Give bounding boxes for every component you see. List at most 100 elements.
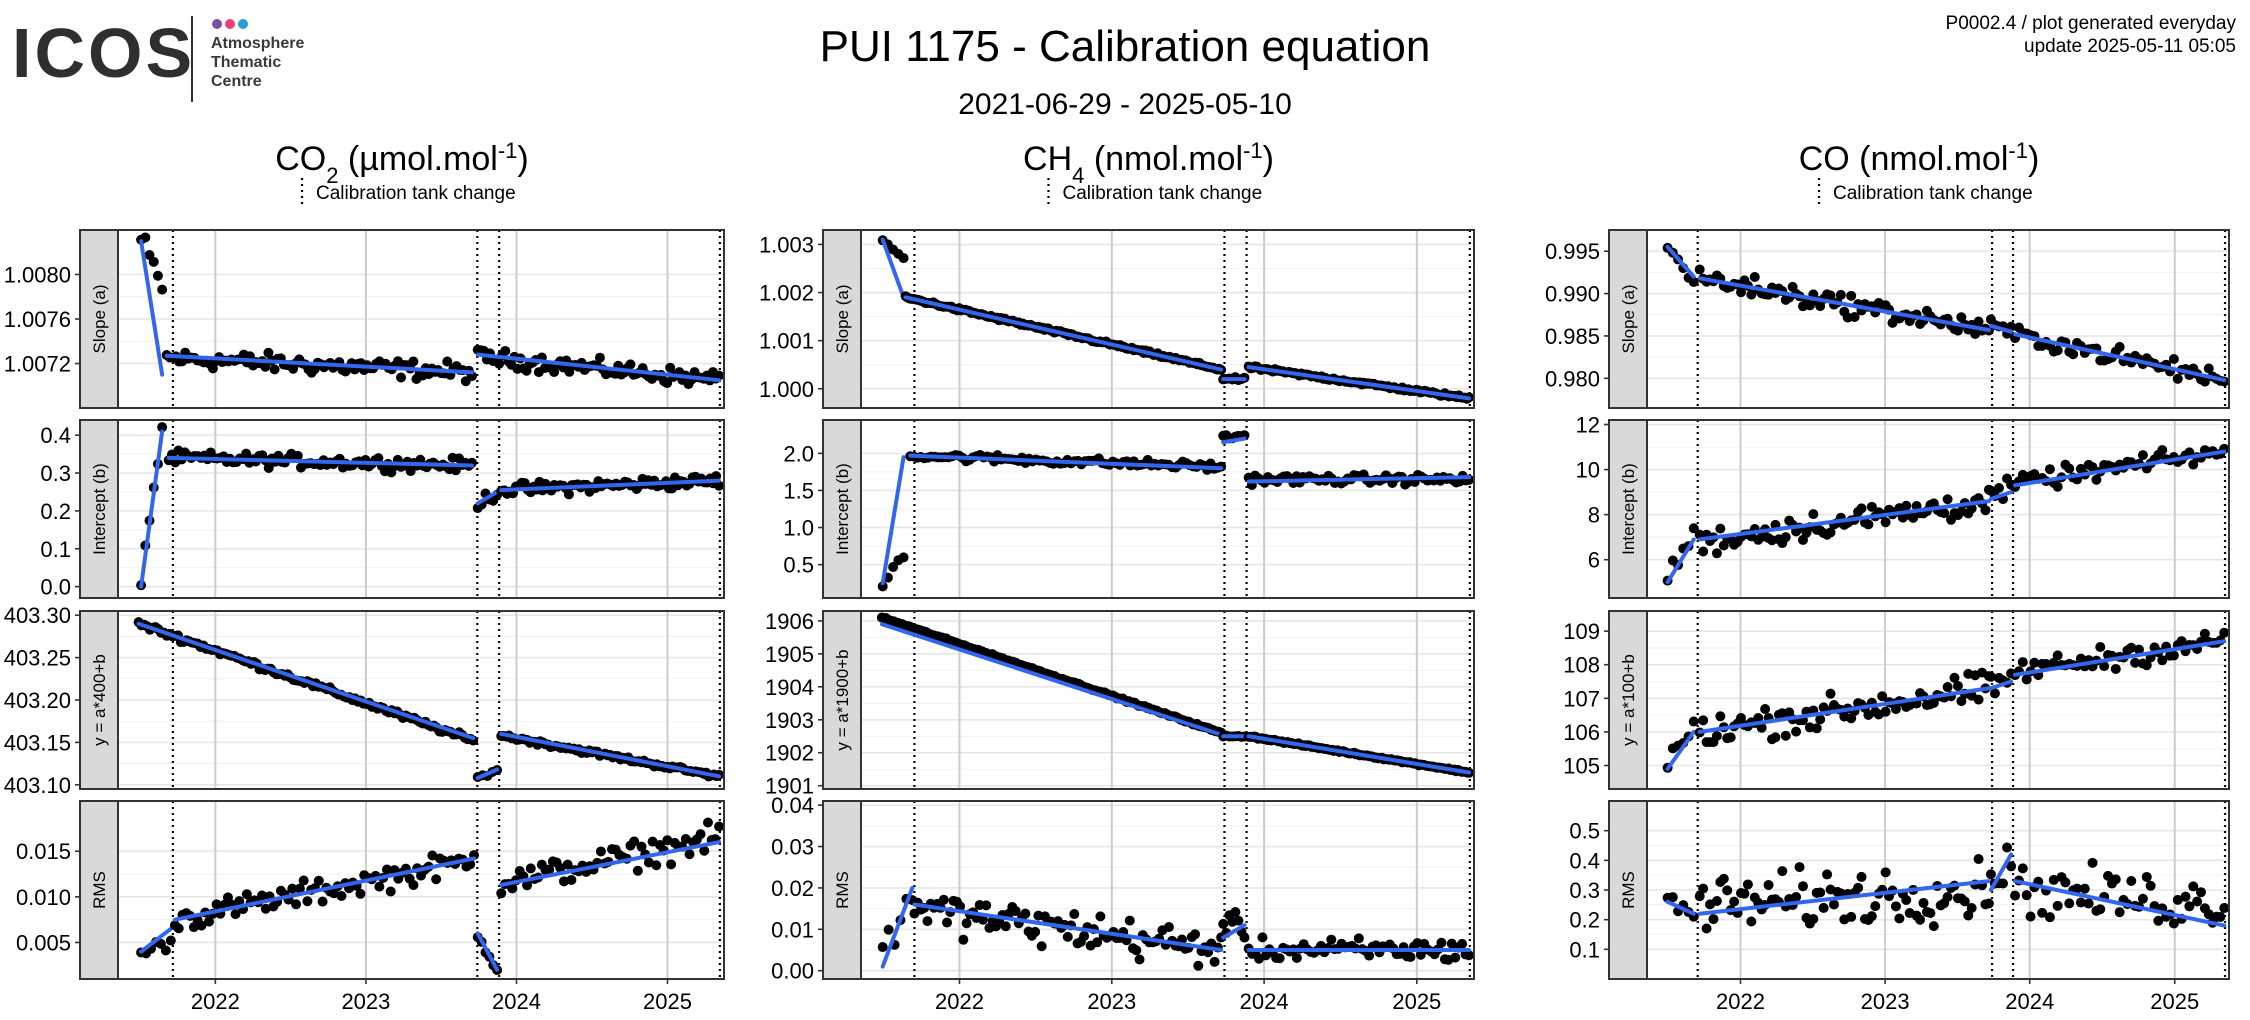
fit-line: [139, 429, 165, 589]
data-point: [1698, 883, 1709, 894]
data-point: [1966, 503, 1977, 514]
data-point: [2176, 636, 2187, 647]
data-point: [549, 366, 560, 377]
y-tick-label: 0.0: [40, 575, 71, 600]
data-point: [1777, 866, 1788, 877]
data-point: [2110, 874, 2121, 885]
data-point: [2068, 349, 2079, 360]
panel-background: [861, 230, 1474, 408]
data-point: [2203, 363, 2214, 374]
data-point: [1928, 921, 1939, 932]
data-point: [2064, 898, 2075, 909]
fit-line: [1988, 490, 2014, 501]
data-point: [204, 916, 215, 927]
y-tick-label: 0.1: [1569, 937, 1600, 962]
data-point: [2064, 463, 2075, 474]
data-point: [877, 581, 888, 592]
data-point: [494, 358, 505, 369]
data-point: [1866, 501, 1877, 512]
data-point: [2052, 481, 2063, 492]
x-tick-label: 2025: [1392, 989, 1441, 1014]
fit-line: [1988, 323, 2014, 334]
data-point: [507, 883, 518, 894]
y-tick-label: 0.4: [40, 423, 71, 448]
strip-label: Intercept (b): [90, 463, 109, 555]
data-point: [257, 890, 268, 901]
data-point: [898, 253, 909, 264]
data-point: [2044, 464, 2055, 475]
data-point: [1131, 945, 1142, 956]
data-point: [1973, 854, 1984, 865]
data-point: [385, 886, 396, 897]
y-tick-label: 403.30: [4, 603, 71, 628]
data-point: [1326, 934, 1337, 945]
data-point: [2180, 891, 2191, 902]
data-point: [1966, 903, 1977, 914]
data-point: [152, 270, 163, 281]
panel-1-0: Slope (a) 1.000 1.001 1.002 1.003: [759, 229, 1475, 409]
fit-line: [880, 237, 906, 300]
data-point: [1825, 527, 1836, 538]
data-point: [2002, 842, 2013, 853]
fit-line: [1988, 852, 2014, 892]
data-point: [396, 372, 407, 383]
data-point: [1808, 913, 1819, 924]
data-point: [260, 361, 271, 372]
data-point: [632, 865, 643, 876]
data-point: [2168, 650, 2179, 661]
panel-1-1: Intercept (b) 0.5 1.0 1.5 2.0: [783, 419, 1475, 599]
data-point: [165, 935, 176, 946]
update-timestamp: update 2025-05-11 05:05: [2024, 36, 2236, 57]
data-point: [2091, 474, 2102, 485]
data-point: [2137, 450, 2148, 461]
y-tick-label: 1902: [765, 741, 814, 766]
data-point: [2095, 642, 2106, 653]
data-point: [1985, 869, 1996, 880]
data-point: [2095, 904, 2106, 915]
data-point: [961, 918, 972, 929]
data-point: [1797, 881, 1808, 892]
y-tick-label: 1.0076: [4, 307, 71, 332]
data-point: [2168, 354, 2179, 365]
data-point: [1274, 953, 1285, 964]
data-point: [2114, 341, 2125, 352]
data-point: [1062, 931, 1073, 942]
data-point: [2110, 663, 2121, 674]
data-point: [922, 916, 933, 927]
fit-line: [139, 239, 165, 377]
y-tick-label: 1905: [765, 642, 814, 667]
logo-divider: [191, 16, 193, 102]
data-point: [1694, 264, 1705, 275]
logo-subtitle: Atmosphere Thematic Centre: [211, 35, 305, 90]
data-point: [1698, 546, 1709, 557]
logo-dot: [225, 19, 235, 29]
column-title-co2: CO2 (µmol.mol-1): [275, 138, 529, 188]
y-tick-label: 403.10: [4, 773, 71, 798]
data-point: [1233, 915, 1244, 926]
data-point: [2021, 674, 2032, 685]
data-point: [1742, 879, 1753, 890]
data-point: [241, 448, 252, 459]
fit-line: [475, 352, 722, 383]
strip-label: y = a*400+b: [90, 654, 109, 746]
data-point: [1880, 517, 1891, 528]
data-point: [2099, 661, 2110, 672]
data-point: [1190, 929, 1201, 940]
data-point: [1822, 869, 1833, 880]
fit-line: [912, 902, 1224, 953]
column-title-co: CO (nmol.mol-1): [1799, 138, 2040, 179]
y-tick-label: 1.5: [783, 478, 814, 503]
data-point: [140, 232, 151, 243]
panel-background: [118, 801, 724, 979]
data-point: [2157, 655, 2168, 666]
data-point: [1715, 711, 1726, 722]
data-point: [1725, 732, 1736, 743]
data-point: [1230, 907, 1241, 918]
data-point: [1928, 697, 1939, 708]
data-point: [1959, 896, 1970, 907]
y-tick-label: 0.02: [771, 876, 814, 901]
y-tick-label: 403.25: [4, 646, 71, 671]
x-tick-label: 2022: [1716, 989, 1765, 1014]
data-point: [1915, 914, 1926, 925]
y-tick-label: 0.005: [16, 930, 71, 955]
